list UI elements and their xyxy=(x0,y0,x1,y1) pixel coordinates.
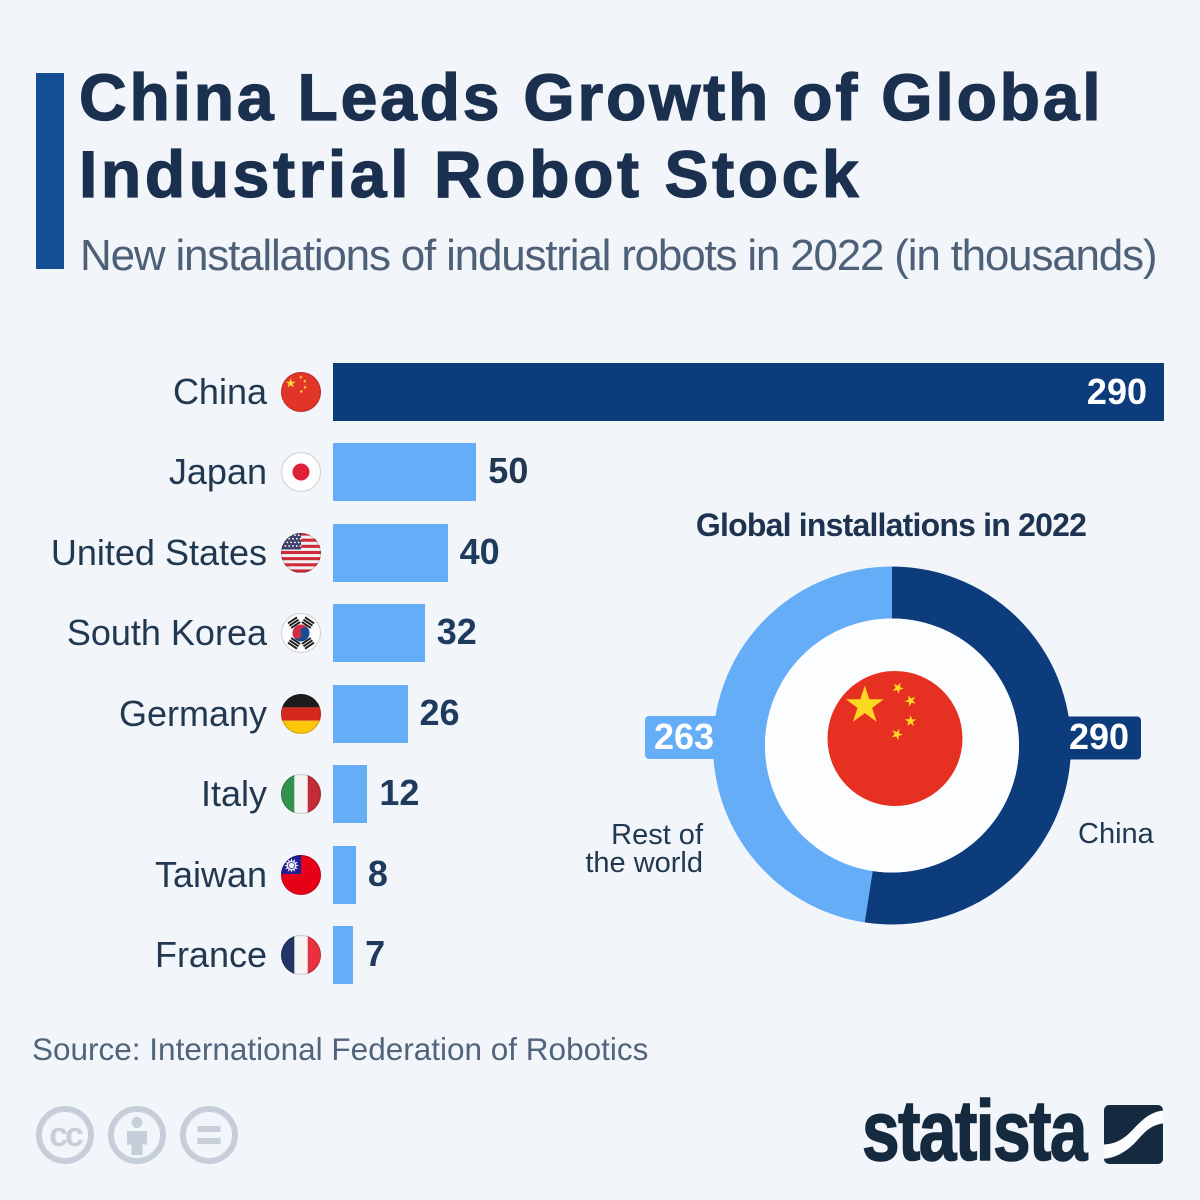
svg-text:cc: cc xyxy=(49,1116,83,1154)
